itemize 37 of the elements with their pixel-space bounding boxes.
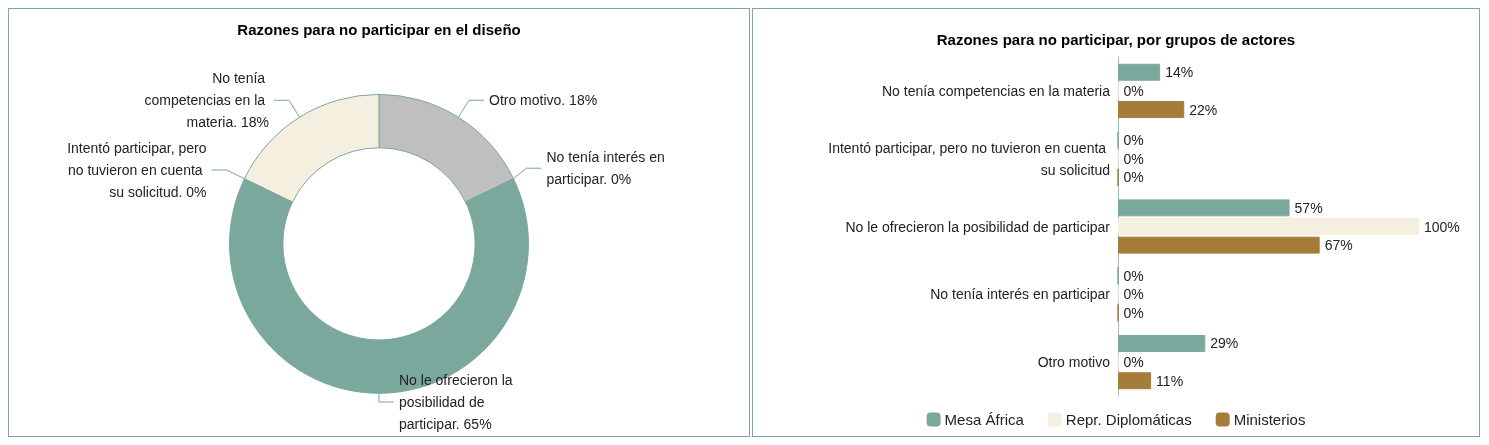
chart-title: Razones para no participar en el diseño: [237, 21, 521, 38]
slice-label: No tenía competencias en la materia. 18%: [144, 70, 270, 131]
legend-label: Ministerios: [1233, 411, 1306, 428]
legend-label: No tenía interés en participar. 0%: [546, 149, 669, 188]
bar: [1118, 101, 1185, 119]
category-label: Intentó participar, pero no tuvieron en cuenta su solicitud. 0%: [67, 139, 207, 200]
data-label: 0%: [1123, 150, 1144, 167]
data-label: 0%: [1123, 354, 1144, 371]
legend-label: Mesa África: [944, 411, 1025, 428]
data-label: 0%: [1123, 267, 1144, 284]
data-label: 0%: [1123, 304, 1144, 321]
data-label: 0%: [1123, 286, 1144, 303]
legend-label: Repr. Diplomáticas: [1065, 411, 1192, 428]
bar: [1118, 372, 1152, 390]
bar: [1118, 199, 1290, 217]
data-label: 0%: [1123, 82, 1144, 99]
y-tick-label: Intentó participar, pero no tuvieron en cuenta su solicitud: [828, 139, 1110, 178]
slice-label: No le ofrecieron la posibilidad de participar. 65%: [399, 372, 517, 432]
y-tick-label: No le ofrecieron la posibilidad de participar: [845, 218, 1111, 235]
data-label: 14%: [1165, 64, 1194, 81]
data-label: 67%: [1324, 237, 1353, 254]
data-label: 0%: [1123, 132, 1144, 149]
y-tick-label: No tenía interés en participar: [930, 286, 1111, 303]
slice-label: Otro motivo. 18%: [488, 92, 598, 109]
chart-title: Razones para no participar, por grupos de actores: [936, 31, 1296, 48]
data-label: 0%: [1123, 169, 1144, 186]
data-label: 100%: [1424, 218, 1460, 235]
data-label: 57%: [1294, 199, 1323, 216]
bar: [1118, 63, 1161, 81]
bar: [1118, 236, 1320, 254]
y-tick-label: Otro motivo: [1037, 354, 1111, 371]
data-label: 22%: [1189, 101, 1218, 118]
y-tick-label: No tenía competencias en la materia: [881, 82, 1111, 99]
data-label: 11%: [1156, 372, 1184, 389]
bar: [1118, 218, 1419, 235]
data-label: 29%: [1210, 335, 1239, 352]
bar: [1118, 334, 1206, 352]
